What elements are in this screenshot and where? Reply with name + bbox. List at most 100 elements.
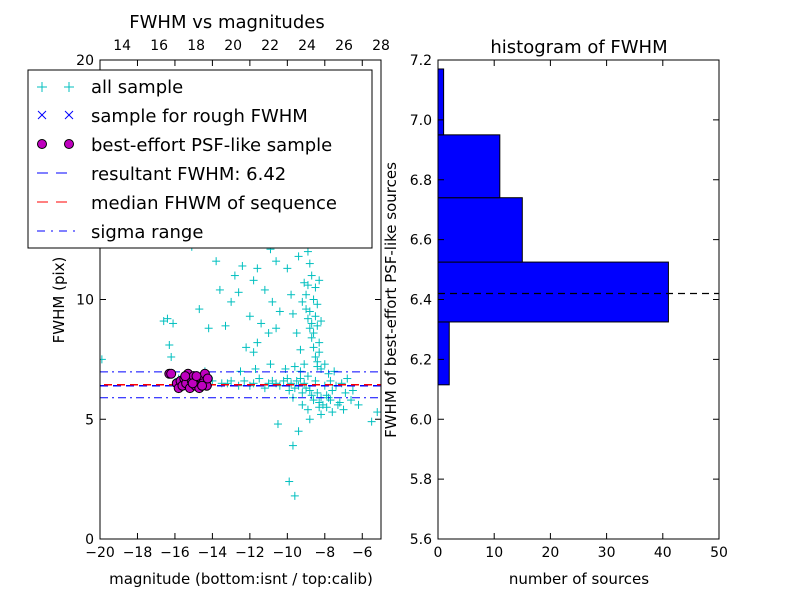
legend-entry-median-fwhm: median FHWM of sequence — [37, 193, 337, 214]
scatter-point-all-sample — [313, 357, 322, 366]
legend-entry-rough-fwhm: sample for rough FWHM — [37, 106, 308, 127]
scatter-point-all-sample — [212, 257, 221, 266]
scatter-y-tick-label: 0 — [85, 532, 94, 548]
histogram-plot-area — [437, 68, 719, 386]
histogram-bar — [437, 321, 450, 386]
scatter-point-all-sample — [300, 360, 309, 369]
legend-marker-plus — [37, 82, 74, 92]
scatter-x-axis-label: magnitude (bottom:isnt / top:calib) — [109, 570, 373, 588]
scatter-point-all-sample — [305, 307, 314, 316]
scatter-point-all-sample — [249, 276, 258, 285]
scatter-plot-area — [100, 72, 381, 500]
scatter-point-all-sample — [221, 321, 230, 330]
legend-entry-psf-like-sample: best-effort PSF-like sample — [37, 135, 332, 156]
scatter-top-tick-label: 16 — [150, 38, 168, 54]
histogram-y-tick-label: 7.2 — [410, 53, 432, 69]
scatter-point-all-sample — [311, 352, 320, 361]
histogram-x-tick-label: 0 — [434, 545, 443, 561]
scatter-point-all-sample — [242, 343, 251, 352]
scatter-x-tick-label: −12 — [235, 545, 265, 561]
scatter-point-all-sample — [272, 257, 281, 266]
histogram-y-axis-label: FWHM of best-effort PSF-like sources — [382, 162, 400, 438]
scatter-point-all-sample — [305, 324, 314, 333]
scatter-point-all-sample — [303, 405, 312, 414]
histogram-bar — [437, 134, 501, 199]
histogram-x-tick-label: 10 — [485, 545, 503, 561]
scatter-point-all-sample — [296, 345, 305, 354]
legend-label-sigma-range: sigma range — [91, 222, 203, 243]
scatter-point-all-sample — [290, 491, 299, 500]
scatter-point-all-sample — [296, 374, 305, 383]
scatter-point-all-sample — [236, 367, 245, 376]
scatter-point-all-sample — [328, 408, 337, 417]
scatter-point-all-sample — [165, 341, 174, 350]
scatter-point-psf-like — [197, 380, 208, 391]
scatter-point-all-sample — [285, 386, 294, 395]
histogram-x-tick-label: 50 — [710, 545, 728, 561]
scatter-point-all-sample — [305, 386, 314, 395]
scatter-point-all-sample — [311, 312, 320, 321]
legend-label-all-sample: all sample — [91, 77, 183, 98]
scatter-point-all-sample — [230, 271, 239, 280]
scatter-top-tick-label: 26 — [335, 38, 353, 54]
scatter-point-all-sample — [315, 348, 324, 357]
legend-label-median-fwhm: median FHWM of sequence — [91, 193, 337, 214]
scatter-point-all-sample — [268, 297, 277, 306]
scatter-point-all-sample — [287, 379, 296, 388]
scatter-point-all-sample — [347, 396, 356, 405]
scatter-top-tick-label: 28 — [372, 38, 390, 54]
scatter-point-all-sample — [326, 396, 335, 405]
scatter-point-all-sample — [288, 441, 297, 450]
scatter-point-all-sample — [320, 360, 329, 369]
histogram-panel: histogram of FWHM 0 10 20 30 40 50 5.6 5.8 6.0 6.… — [382, 37, 728, 588]
scatter-point-all-sample — [307, 271, 316, 280]
scatter-x-tick-label: −6 — [352, 545, 373, 561]
scatter-point-all-sample — [324, 369, 333, 378]
scatter-y-axis-label: FWHM (pix) — [50, 257, 68, 344]
scatter-point-all-sample — [195, 305, 204, 314]
scatter-point-all-sample — [354, 400, 363, 409]
scatter-legend: all sample sample for rough FWHM best-ef… — [27, 69, 373, 249]
scatter-point-all-sample — [322, 403, 331, 412]
scatter-point-all-sample — [315, 276, 324, 285]
scatter-point-all-sample — [307, 333, 316, 342]
legend-label-resultant-fwhm: resultant FWHM: 6.42 — [91, 164, 286, 185]
legend-label-rough-fwhm: sample for rough FWHM — [91, 106, 308, 127]
scatter-x-tick-label: −10 — [273, 545, 303, 561]
scatter-point-all-sample — [283, 264, 292, 273]
histogram-y-tick-label: 6.0 — [410, 412, 432, 428]
scatter-point-all-sample — [283, 374, 292, 383]
histogram-title: histogram of FWHM — [490, 37, 667, 58]
scatter-point-all-sample — [302, 290, 311, 299]
scatter-x-tick-label: −20 — [85, 545, 115, 561]
scatter-point-all-sample — [215, 285, 224, 294]
histogram-x-tick-label: 40 — [654, 545, 672, 561]
scatter-point-all-sample — [313, 321, 322, 330]
scatter-top-tick-label: 14 — [113, 38, 131, 54]
scatter-point-all-sample — [285, 477, 294, 486]
legend-entry-all-sample: all sample — [37, 77, 183, 98]
scatter-point-all-sample — [159, 317, 168, 326]
scatter-point-all-sample — [328, 386, 337, 395]
scatter-point-all-sample — [253, 338, 262, 347]
scatter-point-psf-like — [180, 371, 191, 382]
histogram-y-tick-label: 6.6 — [410, 233, 432, 249]
legend-entry-resultant-fwhm: resultant FWHM: 6.42 — [37, 164, 286, 185]
scatter-point-all-sample — [313, 300, 322, 309]
scatter-point-all-sample — [257, 319, 266, 328]
scatter-point-psf-like — [202, 373, 213, 384]
legend-marker-x — [37, 110, 74, 120]
scatter-point-all-sample — [309, 343, 318, 352]
histogram-y-tick-label: 6.8 — [410, 173, 432, 189]
scatter-y-tick-label: 20 — [76, 53, 94, 69]
scatter-point-all-sample — [303, 281, 312, 290]
scatter-point-all-sample — [288, 309, 297, 318]
histogram-y-tick-label: 5.6 — [410, 532, 432, 548]
scatter-point-all-sample — [255, 374, 264, 383]
scatter-point-all-sample — [240, 376, 249, 385]
legend-box — [27, 69, 373, 249]
scatter-point-all-sample — [227, 297, 236, 306]
scatter-point-all-sample — [272, 324, 281, 333]
histogram-y-tick-label: 7.0 — [410, 113, 432, 129]
scatter-top-tick-label: 22 — [261, 38, 279, 54]
